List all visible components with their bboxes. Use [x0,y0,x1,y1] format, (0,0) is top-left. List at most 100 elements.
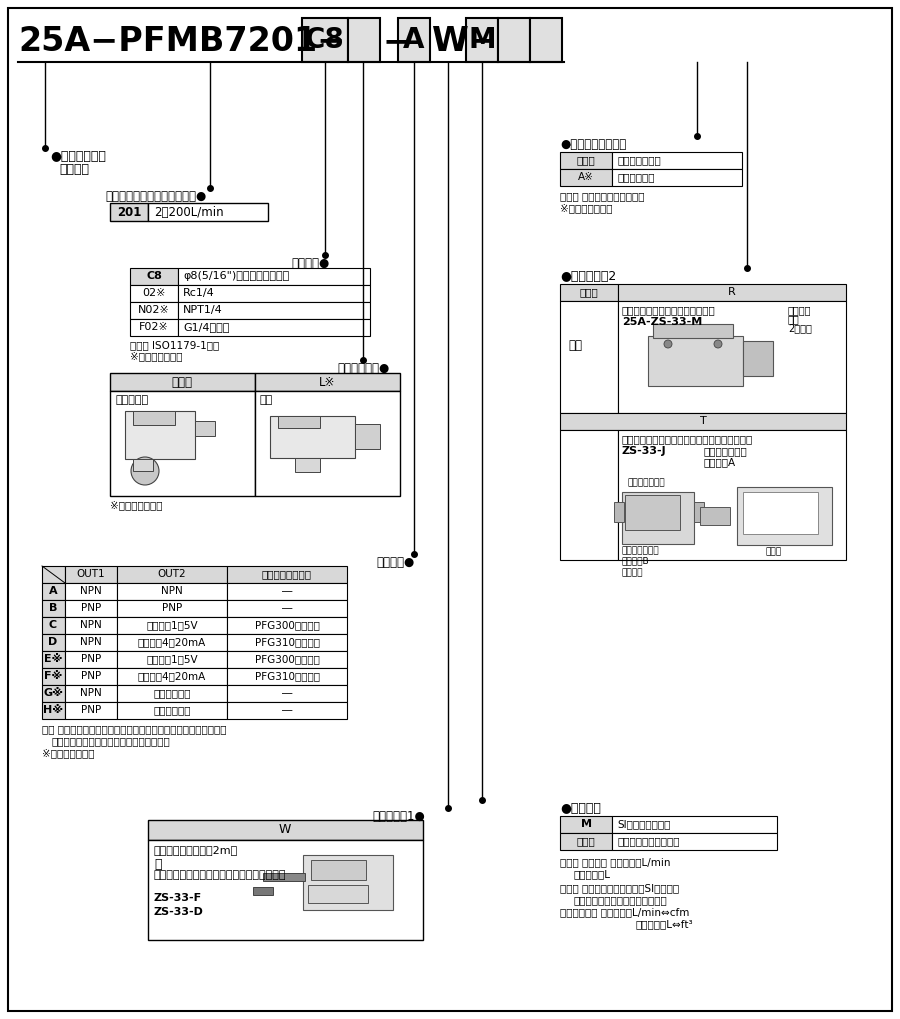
Text: 海外向けのみの販売となります。: 海外向けのみの販売となります。 [574,895,668,905]
Bar [42,566,65,583]
Bar [65,651,117,668]
Bar [65,685,117,702]
Bar [65,668,117,685]
Text: ZS-33-D: ZS-33-D [154,907,204,917]
Text: 注３） 新計量法（日本国内はSI単位）、: 注３） 新計量法（日本国内はSI単位）、 [560,883,680,893]
Text: ※オーダーメイド: ※オーダーメイド [130,351,183,361]
Bar [227,668,347,685]
Bar [42,702,65,719]
Bar [227,566,347,583]
Text: NPN: NPN [80,688,102,698]
Text: ZS-33-J: ZS-33-J [622,446,667,455]
Text: 注１） 書式は和英併記のみ。: 注１） 書式は和英併記のみ。 [560,191,644,201]
Bar [178,302,370,319]
Bar [130,302,178,319]
Bar [612,152,742,169]
Bar [743,492,818,534]
Bar [737,487,832,545]
Bar [295,458,320,472]
Text: C8: C8 [146,271,162,281]
Text: 無記号: 無記号 [580,287,598,297]
Text: 25A-ZS-33-M: 25A-ZS-33-M [622,317,702,327]
Text: シリーズ: シリーズ [59,163,89,176]
Bar [42,583,65,600]
Bar [270,416,355,458]
Text: 25A−PFMB7201−: 25A−PFMB7201− [18,25,345,58]
Text: M: M [468,26,496,54]
Text: アダプタA: アダプタA [703,457,735,467]
Bar [622,492,694,544]
Bar [560,833,612,850]
Bar [253,887,273,895]
Text: 定格流量範囲（流量レンジ）●: 定格流量範囲（流量レンジ）● [105,190,206,203]
Bar [65,566,117,583]
Circle shape [714,340,722,348]
Bar [65,616,117,634]
Bar [117,600,227,616]
Bar [560,816,612,833]
Text: B: B [49,603,58,613]
Bar [148,203,268,221]
Text: ねじ: ねじ [788,314,800,324]
Bar [648,336,743,386]
Text: 校正証明書付: 校正証明書付 [617,172,654,182]
Text: アダプタB: アダプタB [622,556,650,565]
Text: PNP: PNP [162,603,182,613]
Text: 配管口径●: 配管口径● [292,257,330,270]
Text: 無記号: 無記号 [577,836,596,846]
Text: ※オーダーメイド: ※オーダーメイド [560,203,613,213]
Text: R: R [728,287,736,297]
Bar [560,152,612,169]
Text: NPN: NPN [80,620,102,630]
Text: なし: なし [568,339,582,352]
Text: A: A [49,586,58,596]
Bar [348,18,380,62]
Bar [653,324,733,338]
Text: OUT1: OUT1 [76,569,105,579]
Bar [560,301,618,413]
Bar [130,268,178,285]
Text: 配管取出方向●: 配管取出方向● [338,362,390,375]
Bar [148,840,423,940]
Bar [117,616,227,634]
Bar [311,860,366,880]
Text: 出力仕様●: 出力仕様● [377,556,415,569]
Bar [130,285,178,302]
Text: W: W [279,823,292,836]
Text: パネルマウント: パネルマウント [627,478,664,487]
Text: L※: L※ [319,376,335,389]
Text: C: C [49,620,57,630]
Bar [614,502,624,522]
Text: ム流量値をリセットすることができます。: ム流量値をリセットすることができます。 [52,736,171,746]
Text: ストレート: ストレート [115,395,148,405]
Text: D: D [49,637,58,647]
Text: 注） 外部からの信号入力により積算流量値、ピーク流量値、ボト: 注） 外部からの信号入力により積算流量値、ピーク流量値、ボト [42,725,227,734]
Text: E※: E※ [44,654,62,664]
Bar [227,634,347,651]
Bar [133,459,153,471]
Text: 適用モニタ部型式: 適用モニタ部型式 [262,569,312,579]
Bar [618,301,846,413]
Bar [110,391,255,496]
Bar [195,421,215,436]
Bar [398,18,430,62]
Text: 201: 201 [117,206,141,219]
Bar [117,634,227,651]
Bar [178,319,370,336]
Text: F02※: F02※ [140,322,169,332]
Bar [308,884,368,903]
Bar [743,341,773,376]
Bar [466,18,498,62]
Text: PNP: PNP [81,671,101,681]
Text: NPN: NPN [80,586,102,596]
Bar [42,685,65,702]
Bar [694,502,704,522]
Bar [65,583,117,600]
Text: PFG310シリーズ: PFG310シリーズ [255,637,320,647]
Text: 外部入力注）: 外部入力注） [153,688,191,698]
Bar [130,319,178,336]
Text: 取付金具: 取付金具 [622,568,644,577]
Text: PNP: PNP [81,603,101,613]
Text: ＋: ＋ [154,858,161,871]
Bar [227,616,347,634]
